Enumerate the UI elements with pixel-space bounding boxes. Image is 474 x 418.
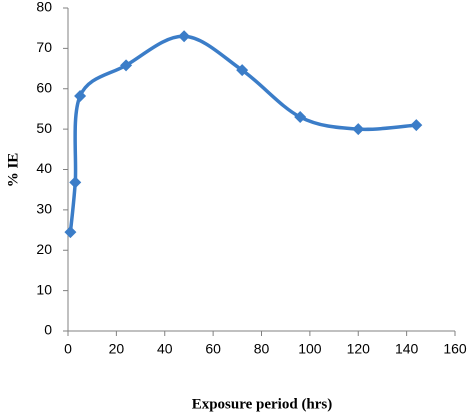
- marker: [120, 59, 133, 72]
- y-tick-label: 20: [36, 241, 52, 257]
- marker: [294, 111, 307, 124]
- x-tick-label: 160: [443, 341, 467, 357]
- y-tick-label: 0: [44, 322, 52, 338]
- marker: [64, 226, 77, 239]
- y-tick-label: 40: [36, 160, 52, 176]
- x-tick-label: 0: [64, 341, 72, 357]
- x-tick-label: 40: [157, 341, 173, 357]
- y-tick-label: 70: [36, 39, 52, 55]
- y-tick-label: 30: [36, 201, 52, 217]
- marker: [74, 90, 87, 103]
- y-axis-label: % IE: [5, 153, 21, 188]
- y-tick-label: 10: [36, 281, 52, 297]
- x-tick-label: 80: [254, 341, 270, 357]
- marker: [178, 30, 191, 43]
- marker: [410, 119, 423, 132]
- y-tick-label: 50: [36, 120, 52, 136]
- y-tick-label: 60: [36, 79, 52, 95]
- x-tick-label: 60: [205, 341, 221, 357]
- marker: [69, 176, 82, 189]
- y-tick-label: 80: [36, 0, 52, 15]
- marker: [236, 64, 249, 77]
- x-tick-label: 120: [347, 341, 371, 357]
- marker: [352, 123, 365, 136]
- x-axis-label: Exposure period (hrs): [192, 396, 333, 412]
- x-tick-label: 100: [298, 341, 322, 357]
- x-tick-label: 140: [395, 341, 419, 357]
- x-tick-label: 20: [109, 341, 125, 357]
